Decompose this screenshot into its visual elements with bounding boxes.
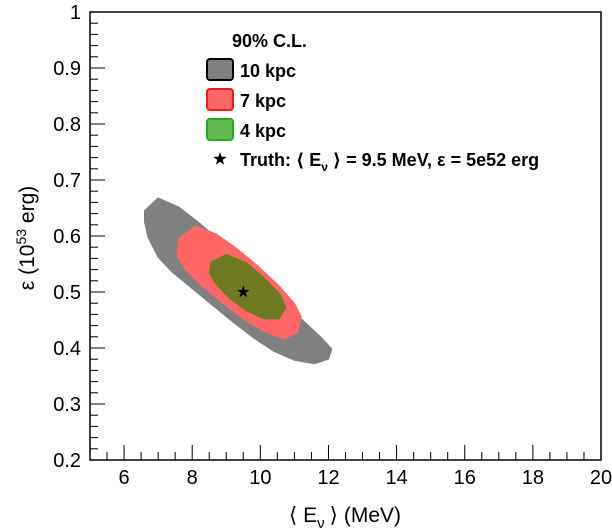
legend-label: 10 kpc (240, 61, 296, 81)
x-tick-label: 12 (317, 467, 339, 489)
legend-label: 7 kpc (240, 91, 286, 111)
y-tick-label: 0.4 (53, 338, 81, 360)
legend-entry-4-kpc: 4 kpc (206, 118, 286, 141)
legend-truth-prefix: Truth: ⟨ E (240, 150, 321, 170)
x-axis-title: ⟨ Eν ⟩ (MeV) (289, 504, 401, 531)
x-tick-label: 8 (187, 467, 198, 489)
y-axis-title-exponent: 53 (13, 229, 29, 245)
y-tick-label: 1 (70, 2, 81, 24)
legend-title: 90% C.L. (232, 31, 307, 51)
legend-swatch (206, 88, 234, 111)
legend-truth-label: Truth: ⟨ Eν ⟩ = 9.5 MeV, ε = 5e52 erg (240, 150, 539, 174)
y-tick-label: 0.8 (53, 114, 81, 136)
y-tick-label: 0.2 (53, 450, 81, 472)
x-axis-title-unit: (MeV) (344, 504, 401, 527)
legend: 90% C.L. 10 kpc 7 kpc 4 kpc Truth: ⟨ Eν ⟩ … (206, 31, 539, 174)
y-tick-label: 0.9 (53, 58, 81, 80)
contour-4-kpc (208, 254, 287, 320)
legend-label: 4 kpc (240, 121, 286, 141)
x-tick-label: 6 (119, 467, 130, 489)
x-tick-label: 18 (522, 467, 544, 489)
y-axis-title-base: (10 (16, 245, 39, 275)
truth-star (237, 285, 250, 298)
legend-truth-entry: Truth: ⟨ Eν ⟩ = 9.5 MeV, ε = 5e52 erg (213, 150, 539, 174)
x-tick-label: 14 (385, 467, 407, 489)
legend-swatch (206, 58, 234, 81)
x-axis-ticks: 6 8 10 12 14 16 18 20 (89, 445, 612, 489)
y-tick-label: 0.6 (53, 226, 81, 248)
legend-star-icon (213, 152, 227, 165)
x-tick-label: 20 (590, 467, 612, 489)
x-tick-label: 10 (249, 467, 271, 489)
x-axis-title-close: ⟩ (330, 504, 338, 527)
y-tick-label: 0.3 (53, 394, 81, 416)
y-axis-ticks: 0.2 0.3 0.4 0.5 0.6 0.7 0.8 0.9 1 (53, 2, 105, 472)
legend-truth-subscript: ν (321, 160, 328, 174)
legend-truth-suffix: ⟩ = 9.5 MeV, ε = 5e52 erg (328, 150, 539, 170)
x-tick-label: 16 (454, 467, 476, 489)
y-axis-title: ε (1053 erg) (13, 186, 39, 291)
legend-entry-7-kpc: 7 kpc (206, 88, 286, 111)
legend-star (213, 152, 227, 165)
legend-swatch (206, 118, 234, 141)
legend-entry-10-kpc: 10 kpc (206, 58, 296, 81)
x-axis-title-open: ⟨ (289, 504, 297, 527)
truth-star-marker (237, 285, 250, 298)
y-tick-label: 0.7 (53, 170, 81, 192)
y-axis-title-unit: erg) (16, 186, 39, 229)
y-axis-title-symbol: ε (16, 281, 39, 290)
contour-regions (144, 197, 333, 365)
x-axis-title-subscript: ν (317, 515, 325, 531)
x-axis-title-symbol: E (303, 504, 317, 527)
y-tick-label: 0.5 (53, 282, 81, 304)
